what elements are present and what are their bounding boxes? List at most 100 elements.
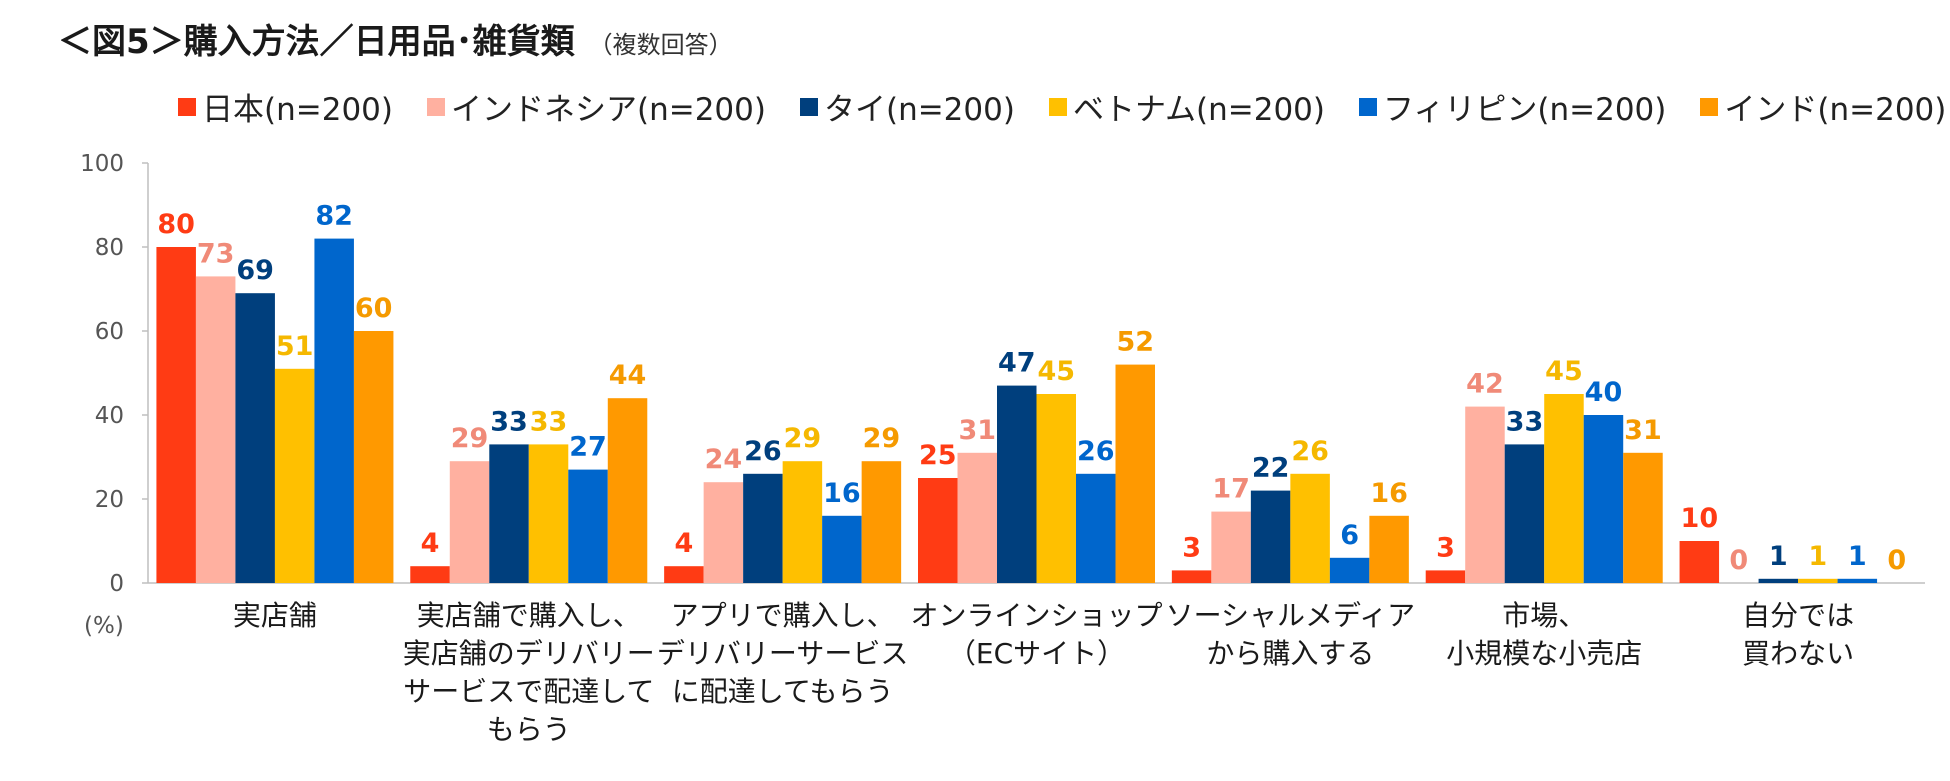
data-label: 33 (1506, 406, 1544, 437)
legend-swatch (799, 97, 818, 116)
bar (1837, 578, 1878, 583)
legend-item: フィリピン(n=200) (1359, 84, 1666, 129)
data-label: 45 (1037, 356, 1075, 387)
legend-swatch (1700, 97, 1719, 116)
data-label: 69 (236, 255, 274, 286)
data-label: 26 (1291, 436, 1329, 467)
category-label: 実店舗で購入し、 (417, 599, 641, 632)
data-label: 33 (530, 406, 568, 437)
bar (1583, 415, 1624, 583)
legend: 日本(n=200) インドネシア(n=200) タイ(n=200) ベトナム(n=20… (178, 84, 1946, 129)
data-label: 80 (157, 209, 195, 240)
bar (782, 461, 823, 583)
legend-label: 日本(n=200) (202, 92, 393, 128)
data-label: 25 (919, 440, 957, 471)
bar (528, 444, 569, 583)
data-label: 42 (1466, 369, 1504, 400)
legend-label: タイ(n=200) (823, 92, 1015, 128)
bar (1504, 444, 1545, 583)
legend-label: フィリピン(n=200) (1383, 92, 1667, 128)
bar (1115, 364, 1155, 583)
data-label: 24 (705, 444, 743, 475)
bar (1425, 570, 1466, 583)
data-label: 60 (355, 293, 393, 324)
category-label: サービスで配達して (403, 675, 654, 708)
bar (274, 368, 315, 583)
chart-subtitle: （複数回答） (588, 31, 733, 59)
category-label: 実店舗 (233, 599, 317, 632)
bar (410, 566, 450, 583)
data-label: 44 (609, 360, 647, 391)
bar (743, 473, 783, 583)
data-label: 1 (1808, 541, 1827, 572)
data-label: 26 (1077, 436, 1115, 467)
bar (1369, 515, 1409, 583)
data-label: 4 (421, 528, 440, 559)
data-label: 27 (569, 432, 607, 463)
legend-item: 日本(n=200) (178, 84, 393, 129)
bar (1171, 570, 1212, 583)
bar (353, 331, 394, 583)
data-label: 52 (1116, 327, 1154, 358)
bar (195, 276, 236, 583)
data-label: 1 (1848, 541, 1867, 572)
y-tick-label: 0 (109, 571, 124, 597)
legend-swatch (178, 97, 196, 116)
data-label: 4 (674, 528, 693, 559)
data-label: 51 (276, 331, 314, 362)
category-label: （ECサイト） (948, 637, 1125, 670)
bar (568, 469, 608, 583)
category-label: 小規模な小売店 (1446, 637, 1642, 670)
bar (1250, 490, 1291, 583)
y-tick-label: 60 (95, 319, 124, 345)
data-label: 0 (1729, 545, 1748, 576)
bar (822, 515, 862, 583)
data-label: 16 (823, 478, 861, 509)
category-label: 買わない (1742, 637, 1854, 670)
data-label: 29 (451, 423, 489, 454)
data-label: 45 (1545, 356, 1583, 387)
category-label: ソーシャルメディア (1166, 599, 1415, 632)
category-label: 自分では (1742, 599, 1854, 632)
category-label: オンラインショップ (910, 599, 1162, 632)
bar (1290, 473, 1330, 583)
bar (918, 478, 958, 583)
legend-item: タイ(n=200) (799, 84, 1015, 129)
legend-label: ベトナム(n=200) (1072, 92, 1326, 128)
chart-title: ＜図5＞購入方法／日用品･雑貨類 (58, 22, 575, 62)
y-axis-unit-label: (%) (84, 613, 124, 639)
bar (1036, 394, 1076, 583)
category-label: アプリで購入し、 (671, 599, 895, 632)
bar (449, 461, 490, 583)
data-label: 73 (197, 238, 235, 269)
data-label: 3 (1436, 532, 1455, 563)
y-tick-label: 100 (80, 151, 124, 177)
category-label: 市場、 (1502, 599, 1586, 632)
category-label: から購入する (1206, 637, 1374, 670)
category-label: もらう (487, 713, 571, 746)
legend-item: インド(n=200) (1700, 84, 1946, 129)
legend-label: インド(n=200) (1724, 92, 1947, 128)
data-label: 22 (1252, 453, 1290, 484)
bar (1679, 541, 1720, 583)
bar (861, 461, 902, 583)
bar (1798, 578, 1838, 583)
bar (1211, 511, 1251, 583)
bar (957, 452, 997, 583)
legend-swatch (1359, 97, 1378, 116)
bar (235, 293, 275, 583)
data-label: 82 (315, 201, 353, 232)
category-label: に配達してもらう (672, 675, 894, 708)
data-label: 33 (490, 406, 528, 437)
data-label: 0 (1887, 545, 1906, 576)
data-label: 47 (998, 348, 1036, 379)
y-tick-label: 40 (95, 403, 124, 429)
bar (156, 247, 196, 583)
bar (1329, 557, 1370, 583)
legend-swatch (1048, 97, 1067, 116)
category-label: デリバリーサービス (657, 637, 908, 670)
data-label: 17 (1212, 474, 1250, 505)
bar (703, 482, 744, 583)
y-tick-label: 20 (95, 487, 124, 513)
